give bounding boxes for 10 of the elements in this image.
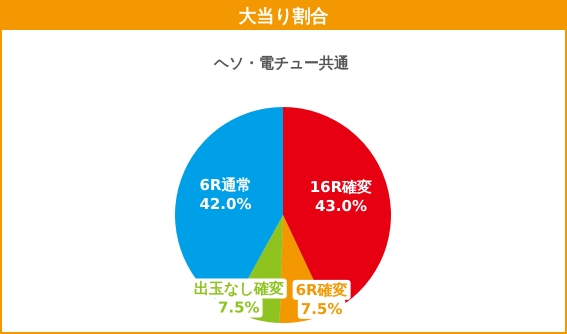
data-label: 7.5% (300, 300, 342, 318)
data-label: 42.0% (199, 195, 252, 214)
data-label: 43.0% (314, 197, 367, 216)
slice-label: 6R通常 (199, 176, 252, 194)
chart-title: 大当り割合 (238, 6, 328, 27)
slice-label: 出玉なし確変 (194, 280, 284, 298)
data-label: 7.5% (218, 298, 260, 317)
slice-label: 6R確変 (296, 280, 348, 299)
slice-label: 16R確変 (310, 178, 372, 196)
chart-subtitle: ヘソ・電チュー共通 (213, 54, 350, 72)
